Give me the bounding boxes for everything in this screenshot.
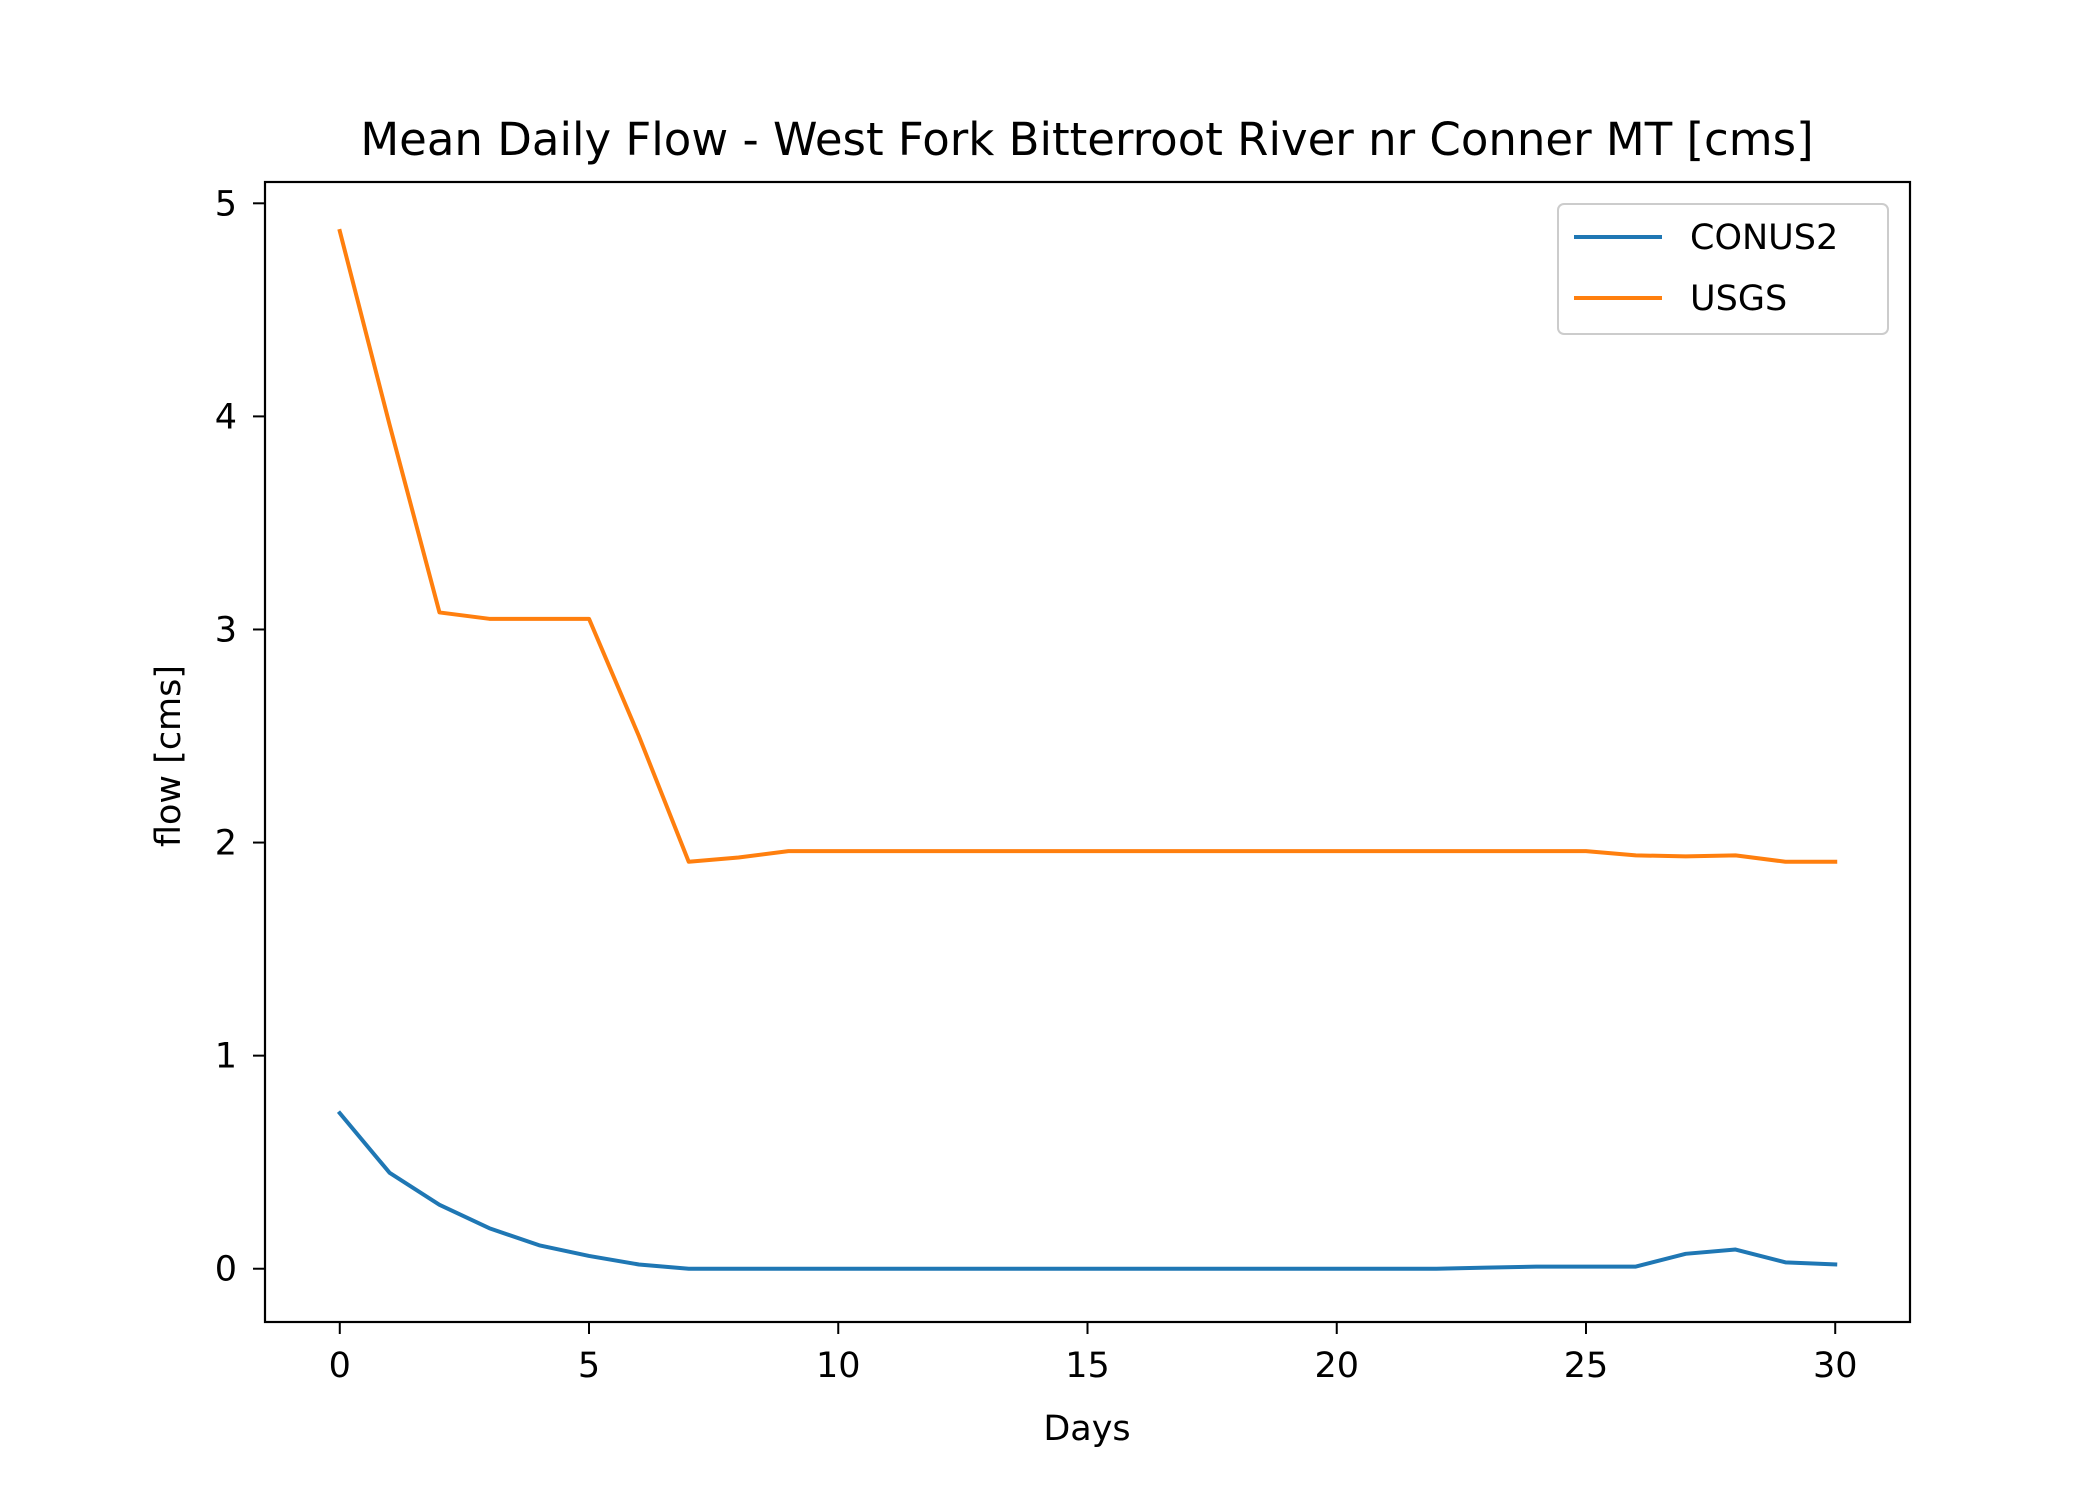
legend-label: USGS	[1690, 279, 1787, 319]
y-tick-label: 5	[215, 184, 237, 224]
x-tick-label: 30	[1813, 1346, 1858, 1386]
x-tick-label: 25	[1564, 1346, 1609, 1386]
plot-area: 0 5 10 15 20 25 30 0 1 2 3 4 5	[215, 180, 1912, 1386]
legend: CONUS2 USGS	[1557, 203, 1889, 335]
x-tick-label: 5	[578, 1346, 600, 1386]
series-line-conus2	[336, 1110, 1838, 1271]
x-tick-label: 20	[1314, 1346, 1359, 1386]
x-tick-label: 15	[1065, 1346, 1110, 1386]
y-tick-label: 0	[215, 1250, 237, 1290]
y-tick-label: 1	[215, 1037, 237, 1077]
chart-title: Mean Daily Flow - West Fork Bitterroot R…	[360, 113, 1813, 166]
y-tick-label: 2	[215, 824, 237, 864]
x-tick-label: 10	[816, 1346, 861, 1386]
y-axis-label: flow [cms]	[149, 665, 189, 847]
y-tick-label: 4	[215, 397, 237, 437]
series-line-usgs	[337, 228, 1838, 864]
y-tick-label: 3	[215, 610, 237, 650]
legend-label: CONUS2	[1690, 218, 1838, 258]
x-tick-label: 0	[329, 1346, 351, 1386]
x-axis-label: Days	[1043, 1409, 1130, 1449]
